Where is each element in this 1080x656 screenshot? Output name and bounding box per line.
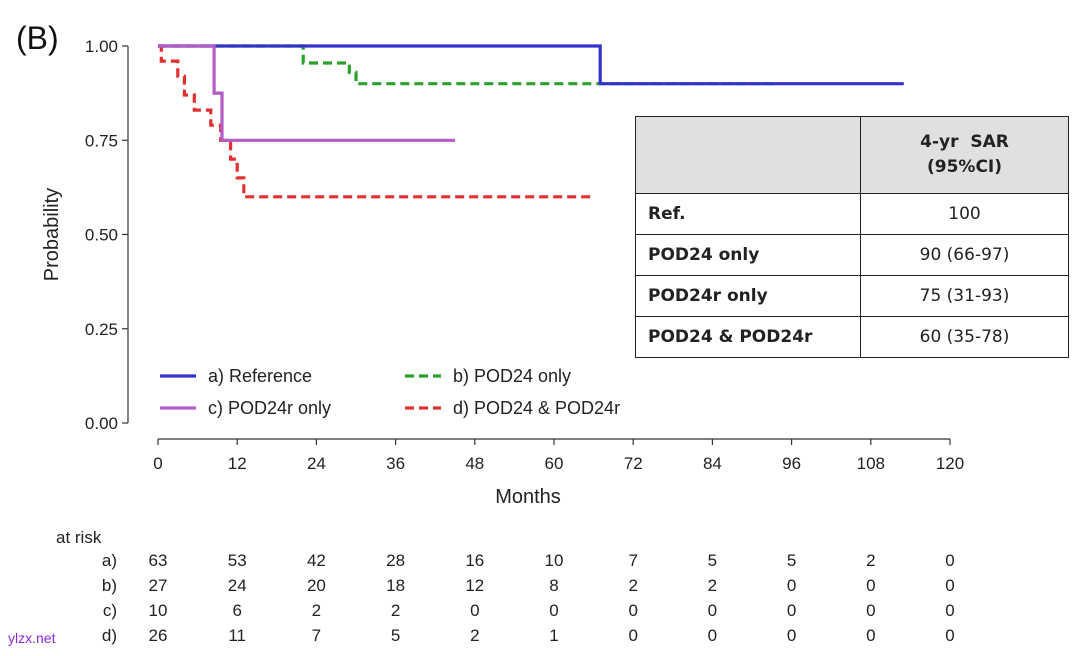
legend-label: b) POD24 only (453, 366, 571, 386)
sar-row-value: 60 (35-78) (860, 316, 1069, 358)
at-risk-value: 7 (628, 551, 637, 570)
at-risk-value: 0 (787, 626, 796, 645)
sar-table-row: Ref. 100 (635, 193, 1069, 235)
at-risk-value: 0 (787, 601, 796, 620)
x-tick-label: 108 (857, 454, 885, 473)
sar-row-group: POD24 only (635, 234, 861, 276)
at-risk-value: 0 (708, 626, 717, 645)
sar-table-row: POD24r only 75 (31-93) (635, 275, 1069, 317)
at-risk-value: 2 (628, 576, 637, 595)
at-risk-value: 2 (708, 576, 717, 595)
at-risk-value: 0 (787, 576, 796, 595)
at-risk-value: 0 (866, 576, 875, 595)
at-risk-value: 6 (232, 601, 241, 620)
legend-label: a) Reference (208, 366, 312, 386)
at-risk-value: 10 (545, 551, 564, 570)
at-risk-value: 11 (228, 626, 246, 645)
at-risk-value: 16 (465, 551, 484, 570)
at-risk-title: at risk (56, 528, 102, 547)
sar-row-group: POD24 & POD24r (635, 316, 861, 358)
y-tick-label: 0.75 (85, 131, 118, 150)
y-tick-label: 1.00 (85, 37, 118, 56)
at-risk-value: 0 (708, 601, 717, 620)
x-tick-label: 72 (624, 454, 643, 473)
at-risk-value: 1 (549, 626, 558, 645)
y-tick-label: 0.00 (85, 414, 118, 433)
sar-table-row: POD24 & POD24r 60 (35-78) (635, 316, 1069, 358)
at-risk-value: 0 (866, 601, 875, 620)
y-axis-label: Probability (41, 188, 63, 281)
at-risk-value: 0 (945, 551, 954, 570)
at-risk-value: 0 (470, 601, 479, 620)
at-risk-value: 24 (228, 576, 247, 595)
sar-header-line-2: (95%CI) (926, 157, 1003, 177)
series-line-pod24_only (158, 44, 779, 86)
at-risk-value: 53 (228, 551, 247, 570)
x-tick-label: 96 (782, 454, 801, 473)
series-line-pod24r_only (158, 44, 455, 142)
at-risk-value: 26 (149, 626, 168, 645)
at-risk-value: 8 (549, 576, 558, 595)
x-tick-label: 24 (307, 454, 326, 473)
at-risk-value: 42 (307, 551, 326, 570)
at-risk-value: 12 (465, 576, 484, 595)
at-risk-value: 27 (149, 576, 168, 595)
sar-row-value: 75 (31-93) (860, 275, 1069, 317)
at-risk-row-label: d) (102, 626, 117, 645)
at-risk-value: 28 (386, 551, 405, 570)
sar-table-header-group (635, 116, 861, 194)
at-risk-value: 0 (628, 626, 637, 645)
series-line-reference (158, 44, 904, 86)
at-risk-value: 10 (149, 601, 168, 620)
at-risk-value: 2 (391, 601, 400, 620)
sar-table-header-value: 4-yr SAR (95%CI) (860, 116, 1069, 194)
at-risk-value: 2 (312, 601, 321, 620)
sar-table-row: POD24 only 90 (66-97) (635, 234, 1069, 276)
at-risk-value: 5 (391, 626, 400, 645)
x-tick-label: 36 (386, 454, 405, 473)
at-risk-value: 7 (312, 626, 321, 645)
x-tick-label: 120 (936, 454, 964, 473)
sar-table-header-row: 4-yr SAR (95%CI) (635, 116, 1069, 194)
at-risk-value: 0 (628, 601, 637, 620)
at-risk-value: 0 (945, 576, 954, 595)
at-risk-value: 18 (386, 576, 405, 595)
x-tick-label: 48 (465, 454, 484, 473)
y-tick-label: 0.50 (85, 226, 118, 245)
sar-row-group: POD24r only (635, 275, 861, 317)
at-risk-value: 63 (149, 551, 168, 570)
sar-row-value: 100 (860, 193, 1069, 235)
x-tick-label: 0 (153, 454, 162, 473)
y-tick-label: 0.25 (85, 320, 118, 339)
x-axis-label: Months (495, 486, 561, 508)
sar-table: 4-yr SAR (95%CI) Ref. 100 POD24 only 90 … (635, 116, 1069, 358)
at-risk-value: 5 (708, 551, 717, 570)
at-risk-value: 0 (549, 601, 558, 620)
sar-header-line-1: 4-yr SAR (920, 131, 1009, 152)
watermark: ylzx.net (8, 630, 56, 646)
at-risk-value: 0 (945, 601, 954, 620)
x-tick-label: 12 (228, 454, 247, 473)
at-risk-value: 2 (866, 551, 875, 570)
at-risk-value: 0 (866, 626, 875, 645)
at-risk-row-label: c) (103, 601, 117, 620)
legend-label: c) POD24r only (208, 398, 331, 418)
at-risk-value: 2 (470, 626, 479, 645)
sar-row-value: 90 (66-97) (860, 234, 1069, 276)
at-risk-value: 5 (787, 551, 796, 570)
x-tick-label: 60 (545, 454, 564, 473)
at-risk-value: 0 (945, 626, 954, 645)
sar-row-group: Ref. (635, 193, 861, 235)
at-risk-row-label: b) (102, 576, 117, 595)
panel-label: (B) (16, 20, 59, 56)
at-risk-value: 20 (307, 576, 326, 595)
legend-label: d) POD24 & POD24r (453, 398, 620, 418)
x-tick-label: 84 (703, 454, 722, 473)
at-risk-row-label: a) (102, 551, 117, 570)
